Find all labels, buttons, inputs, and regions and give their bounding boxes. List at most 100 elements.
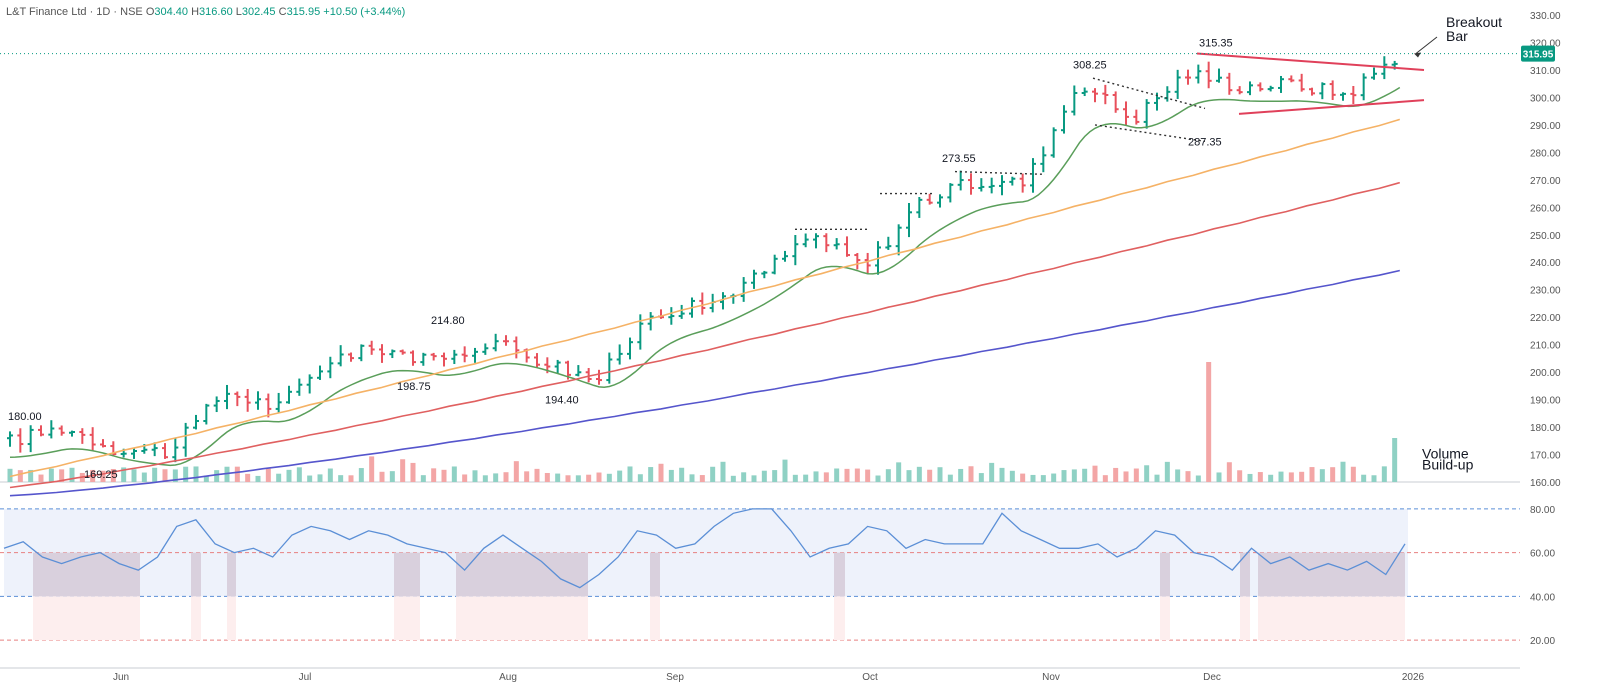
price-annotation: 194.40: [545, 395, 579, 407]
volume-bar: [121, 467, 127, 482]
price-bar: [906, 202, 912, 238]
rsi-line: [3, 508, 1406, 589]
price-bar: [823, 233, 830, 253]
volume-bar: [1288, 472, 1294, 482]
volume-bar: [276, 473, 282, 482]
volume-bar: [1030, 474, 1036, 482]
price-bar: [1267, 85, 1274, 92]
symbol-label: L&T Finance Ltd · 1D · NSE: [6, 6, 143, 18]
volume-bar: [1144, 465, 1150, 482]
price-bar: [27, 425, 34, 453]
price-tick-label: 220.00: [1530, 313, 1561, 324]
price-bar: [348, 352, 354, 362]
price-bar: [327, 356, 334, 379]
price-bar: [379, 344, 385, 363]
price-bar: [337, 345, 344, 367]
volume-bar: [844, 468, 850, 482]
volume-bar: [131, 469, 137, 482]
price-annotation: 273.55: [942, 153, 976, 165]
volume-bar: [286, 469, 292, 482]
price-bar: [947, 183, 954, 203]
price-bar: [472, 347, 478, 363]
volume-bar: [885, 469, 891, 482]
price-bar: [213, 396, 220, 413]
price-bar: [58, 425, 65, 436]
price-bar: [1030, 158, 1036, 193]
price-bar: [968, 173, 974, 195]
volume-bar: [224, 466, 230, 482]
rsi-shade-zone-low: [394, 596, 420, 641]
rsi-tick-label: 80.00: [1530, 505, 1555, 516]
price-tick-label: 270.00: [1530, 176, 1561, 187]
price-bar: [79, 428, 86, 444]
volume-bar: [813, 471, 819, 482]
rsi-shade-zone: [1258, 552, 1405, 597]
volume-bar: [906, 470, 912, 482]
price-bar: [1350, 85, 1357, 104]
time-tick-label: Dec: [1203, 672, 1221, 683]
ma200-line: [9, 269, 1400, 497]
price-annotation: 180.00: [8, 411, 42, 423]
price-bar: [1329, 80, 1336, 100]
price-bar: [296, 378, 303, 396]
rsi-shade-zone: [191, 552, 201, 597]
price-bar: [1009, 176, 1016, 186]
price-annotation: Build-up: [1422, 457, 1474, 473]
price-annotation: 214.80: [431, 315, 465, 327]
price-bar: [100, 439, 106, 448]
price-bar: [854, 252, 861, 270]
volume-bar: [110, 468, 116, 482]
price-bar: [410, 350, 416, 366]
volume-bar: [958, 468, 964, 482]
price-bar: [616, 344, 623, 365]
price-bar: [999, 175, 1005, 196]
price-bar: [1236, 86, 1243, 95]
breakout-arrow: [1415, 36, 1438, 54]
volume-bar: [803, 474, 809, 482]
price-bar: [1247, 81, 1253, 96]
ma50-line: [9, 118, 1401, 478]
time-tick-label: Jul: [299, 672, 312, 683]
volume-bar: [586, 474, 592, 482]
price-bar: [895, 224, 902, 256]
price-bar: [255, 391, 261, 410]
volume-bar: [59, 469, 65, 482]
volume-bar: [782, 459, 788, 482]
rsi-shade-zone: [1240, 552, 1250, 597]
volume-bar: [1361, 474, 1367, 482]
volume-bar: [214, 470, 220, 482]
ohlc-bars: [7, 56, 1398, 463]
price-bar: [1019, 173, 1026, 193]
volume-bar: [400, 459, 406, 482]
price-tick-label: 180.00: [1530, 423, 1561, 434]
triangle-resistance: [1196, 52, 1425, 71]
price-bar: [720, 292, 726, 310]
volume-bar: [183, 466, 189, 482]
volume-bar: [637, 474, 643, 482]
rsi-shade-zone-low: [191, 596, 201, 641]
price-bar: [596, 369, 602, 385]
price-tick-label: 280.00: [1530, 148, 1561, 159]
price-bar: [203, 403, 210, 425]
price-tick-label: 170.00: [1530, 451, 1561, 462]
price-annotation: 308.25: [1073, 59, 1107, 71]
price-bar: [575, 365, 582, 377]
price-bar: [1143, 99, 1150, 129]
volume-bar: [1061, 470, 1067, 482]
volume-bar: [668, 469, 674, 482]
price-tick-label: 190.00: [1530, 396, 1561, 407]
volume-bar: [358, 468, 364, 482]
price-annotation: 169.25: [84, 469, 118, 481]
volume-bar: [741, 472, 747, 482]
price-bar: [1278, 75, 1284, 93]
rsi-shade-zone-low: [1240, 596, 1250, 641]
price-bar: [17, 428, 24, 453]
volume-bar: [472, 470, 478, 482]
volume-bar: [999, 467, 1005, 482]
open-label: O: [145, 6, 155, 18]
price-tick-label: 200.00: [1530, 368, 1561, 379]
time-tick-label: Nov: [1042, 672, 1060, 683]
price-bar: [482, 343, 489, 355]
price-bar: [1112, 91, 1119, 113]
